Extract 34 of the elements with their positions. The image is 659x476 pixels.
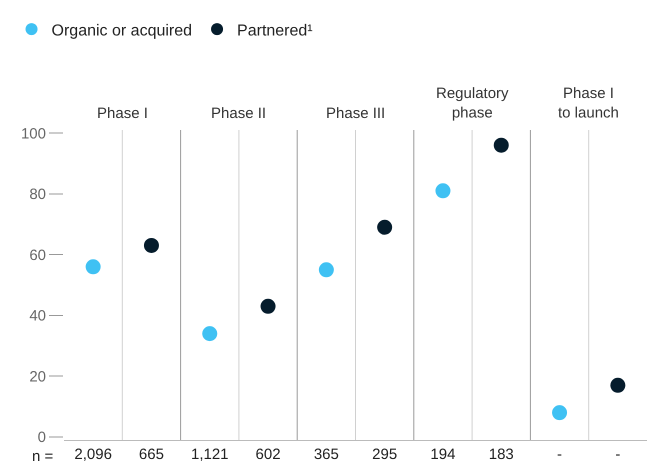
text: n = — [32, 448, 54, 465]
x-tick-label: - — [615, 446, 620, 463]
y-tick-label: 100 — [20, 125, 46, 142]
point — [610, 378, 626, 393]
point — [552, 405, 568, 420]
x-tick-label: 295 — [372, 446, 398, 463]
point — [435, 183, 450, 198]
text: Phase II — [211, 105, 266, 122]
point — [260, 298, 276, 314]
y-tick-label: 20 — [29, 368, 46, 386]
x-tick-label: 602 — [256, 446, 281, 463]
text: Regulatory phase — [436, 85, 510, 122]
y-tick-label: 0 — [38, 429, 46, 446]
legend-label: Partnered¹ — [237, 22, 313, 40]
legend-label: Organic or acquired — [52, 22, 192, 40]
point — [318, 262, 334, 278]
x-tick-label: 1,121 — [190, 446, 229, 463]
point — [144, 238, 159, 253]
x-tick-label: 194 — [430, 446, 456, 463]
x-tick-label: 665 — [138, 446, 164, 463]
y-tick-label: 60 — [29, 246, 46, 264]
text: Phase I — [97, 105, 148, 122]
point — [86, 259, 101, 274]
text: Phase I to launch — [558, 85, 619, 122]
x-tick-label: 183 — [488, 446, 514, 463]
x-tick-label: 365 — [314, 446, 339, 463]
x-tick-label: 2,096 — [74, 446, 112, 463]
point — [494, 138, 509, 153]
point — [377, 220, 392, 235]
point — [202, 326, 218, 342]
text: Phase III — [326, 105, 386, 122]
x-tick-label: - — [557, 446, 562, 463]
y-tick-label: 40 — [29, 308, 46, 325]
y-tick-label: 80 — [29, 186, 46, 204]
